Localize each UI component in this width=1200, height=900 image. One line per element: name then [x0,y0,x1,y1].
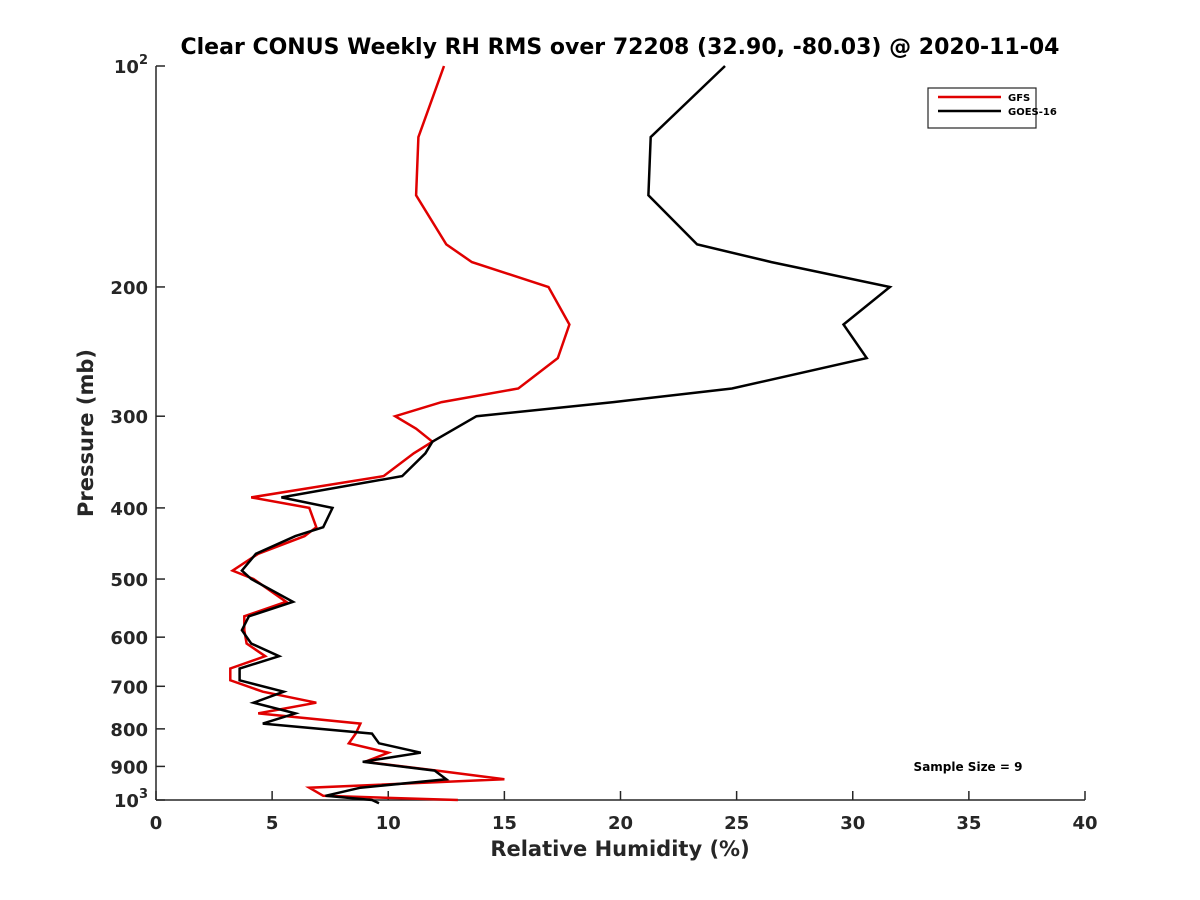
y-tick-label: 102 [114,53,148,78]
y-tick-label: 103 [114,787,148,812]
y-axis-label: Pressure (mb) [74,349,98,517]
legend-label: GFS [1008,93,1030,104]
y-tick-label: 500 [110,570,148,591]
x-tick-label: 25 [724,813,749,834]
y-tick-label: 900 [110,757,148,778]
y-tick-label: 800 [110,720,148,741]
series-line-gfs [229,65,571,802]
legend: GFS GOES-16 [927,87,1057,129]
x-axis-label: Relative Humidity (%) [490,837,749,861]
x-tick-label: 10 [376,813,401,834]
x-tick-label: 15 [492,813,517,834]
y-tick-label: 200 [110,278,148,299]
series-line-goes-16 [238,65,893,805]
x-tick-label: 0 [150,813,163,834]
x-tick-label: 35 [956,813,981,834]
x-tick-label: 20 [608,813,633,834]
series-lines [229,65,893,805]
y-tick-label: 300 [110,407,148,428]
y-tick-label: 700 [110,677,148,698]
chart-title: Clear CONUS Weekly RH RMS over 72208 (32… [181,35,1060,60]
y-tick-label: 600 [110,628,148,649]
legend-label: GOES-16 [1008,107,1057,118]
plot-area [156,66,1085,800]
axes: 0 5 10 15 20 25 30 35 40 102 200 300 400 500 600 700 800… [110,53,1097,834]
x-tick-label: 30 [840,813,865,834]
x-tick-label: 40 [1072,813,1097,834]
x-tick-label: 5 [266,813,279,834]
y-tick-label: 400 [110,499,148,520]
legend-box [927,87,1037,129]
sample-size-annotation: Sample Size = 9 [914,760,1023,774]
annotations: Sample Size = 9 [914,760,1023,774]
